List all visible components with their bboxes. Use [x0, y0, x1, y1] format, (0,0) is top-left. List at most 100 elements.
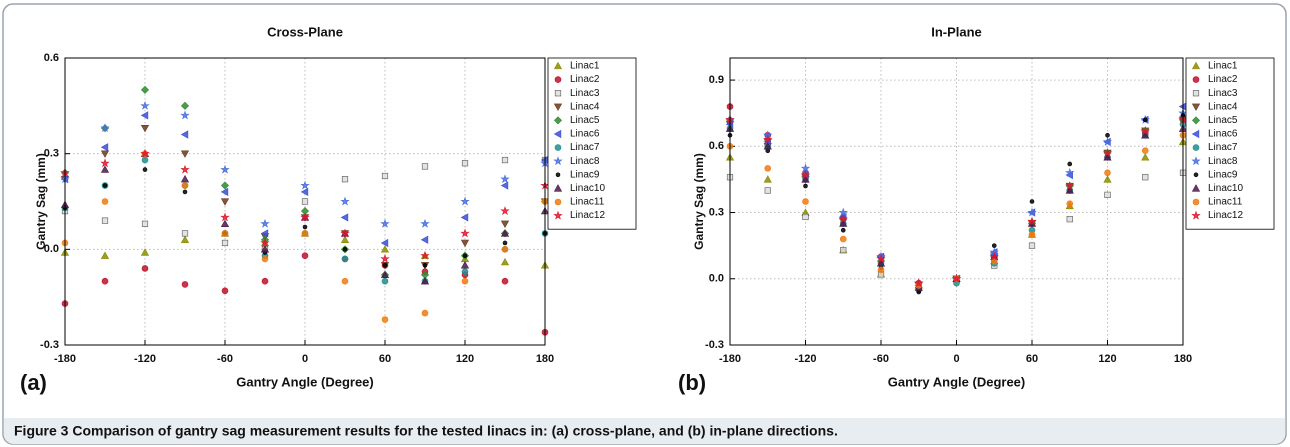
marker [951, 273, 962, 283]
x-tick-label: 60 [1026, 353, 1038, 365]
legend-label: Linac1 [570, 61, 600, 72]
marker [1027, 216, 1037, 226]
legend-marker [1191, 61, 1201, 70]
x-tick-label: -120 [794, 353, 816, 365]
marker [501, 156, 509, 164]
marker [180, 101, 190, 110]
marker [1066, 216, 1073, 223]
y-tick-label: 0.3 [709, 206, 724, 218]
marker [302, 224, 308, 230]
marker [501, 277, 509, 285]
marker [380, 245, 390, 253]
marker [460, 239, 470, 248]
marker [261, 255, 269, 263]
x-tick-label: -180 [54, 353, 76, 365]
y-tick-label: 0.0 [709, 273, 724, 285]
marker [1028, 242, 1036, 249]
legend-box [1185, 57, 1275, 230]
marker [100, 165, 110, 173]
marker [763, 142, 772, 150]
marker [422, 262, 428, 268]
legend-label: Linac12 [1208, 210, 1243, 221]
marker [342, 247, 348, 252]
x-tick-label: 180 [536, 353, 554, 365]
marker [803, 183, 808, 189]
marker [180, 110, 190, 120]
marker [1140, 125, 1150, 135]
marker [802, 198, 809, 205]
x-tick-label: -180 [719, 353, 741, 365]
marker [461, 160, 469, 167]
marker [221, 239, 229, 247]
marker [421, 163, 429, 170]
legend-label: Linac9 [1208, 169, 1238, 180]
marker [1141, 131, 1150, 139]
marker [220, 212, 230, 222]
legend-label: Linac10 [1208, 183, 1243, 194]
marker [421, 309, 429, 317]
legend-label: Linac7 [570, 142, 600, 153]
marker [101, 217, 109, 224]
legend-label: Linac8 [570, 156, 600, 167]
marker [801, 175, 810, 183]
marker [460, 228, 470, 238]
x-tick-label: 0 [302, 353, 308, 365]
marker [1102, 136, 1113, 146]
marker [102, 183, 108, 188]
marker [764, 165, 772, 172]
marker [140, 124, 150, 133]
y-axis-label: Gantry Sag (mm) [34, 153, 48, 250]
y-tick-label: 0.6 [44, 52, 59, 64]
legend-marker [553, 116, 563, 125]
marker [763, 175, 772, 183]
marker [420, 250, 430, 260]
marker [101, 277, 109, 285]
legend-marker [1191, 184, 1201, 192]
marker [340, 228, 350, 238]
marker [300, 212, 310, 222]
marker [261, 277, 269, 285]
chart-title: In-Plane [931, 24, 982, 39]
legend-marker [554, 198, 562, 206]
legend-box [547, 57, 637, 230]
marker [839, 235, 847, 243]
marker [100, 123, 110, 133]
marker [800, 163, 811, 173]
marker [876, 253, 886, 263]
marker [1105, 132, 1110, 138]
marker [380, 238, 389, 248]
marker [381, 316, 389, 323]
marker [100, 143, 109, 152]
marker [141, 156, 149, 164]
marker [341, 176, 349, 183]
x-axis-label: Gantry Angle (Degree) [888, 374, 1026, 389]
marker [500, 174, 510, 184]
marker [260, 238, 270, 247]
caption: Figure 3 Comparison of gantry sag measur… [14, 423, 838, 439]
marker [1065, 181, 1075, 191]
x-tick-label: -60 [873, 353, 889, 365]
marker [180, 174, 190, 183]
legend-label: Linac1 [1208, 61, 1238, 72]
marker [500, 257, 510, 266]
legend-marker [553, 156, 563, 166]
marker [1029, 199, 1035, 204]
plot-area [730, 58, 1183, 345]
marker [502, 240, 508, 246]
marker [141, 265, 149, 272]
panel-label: (a) [20, 370, 47, 395]
y-axis-label: Gantry Sag (mm) [692, 153, 706, 250]
marker [461, 277, 469, 285]
legend-label: Linac3 [570, 88, 600, 99]
marker [181, 230, 189, 237]
marker [180, 150, 190, 158]
marker [1065, 167, 1075, 177]
y-tick-label: 0.9 [709, 74, 724, 86]
marker [100, 158, 110, 168]
marker [876, 259, 886, 267]
marker [140, 100, 150, 110]
legend-marker [1191, 116, 1201, 125]
legend-marker [1192, 144, 1200, 151]
marker [181, 281, 189, 288]
